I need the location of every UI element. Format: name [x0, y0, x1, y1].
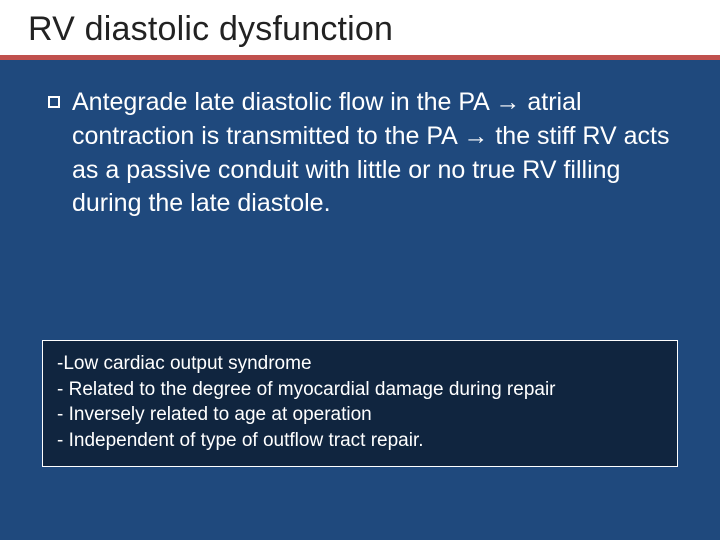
note-line: - Inversely related to age at operation	[57, 402, 663, 428]
bullet-item: Antegrade late diastolic flow in the PA …	[48, 86, 680, 221]
bullet-text: Antegrade late diastolic flow in the PA …	[72, 86, 680, 221]
title-area: RV diastolic dysfunction	[0, 0, 720, 60]
note-line: - Related to the degree of myocardial da…	[57, 377, 663, 403]
note-box: -Low cardiac output syndrome - Related t…	[42, 340, 678, 467]
square-bullet-icon	[48, 96, 60, 108]
note-line: -Low cardiac output syndrome	[57, 351, 663, 377]
slide-title: RV diastolic dysfunction	[28, 10, 720, 49]
note-line: - Independent of type of outflow tract r…	[57, 428, 663, 454]
body-area: Antegrade late diastolic flow in the PA …	[0, 60, 720, 221]
slide: RV diastolic dysfunction Antegrade late …	[0, 0, 720, 540]
